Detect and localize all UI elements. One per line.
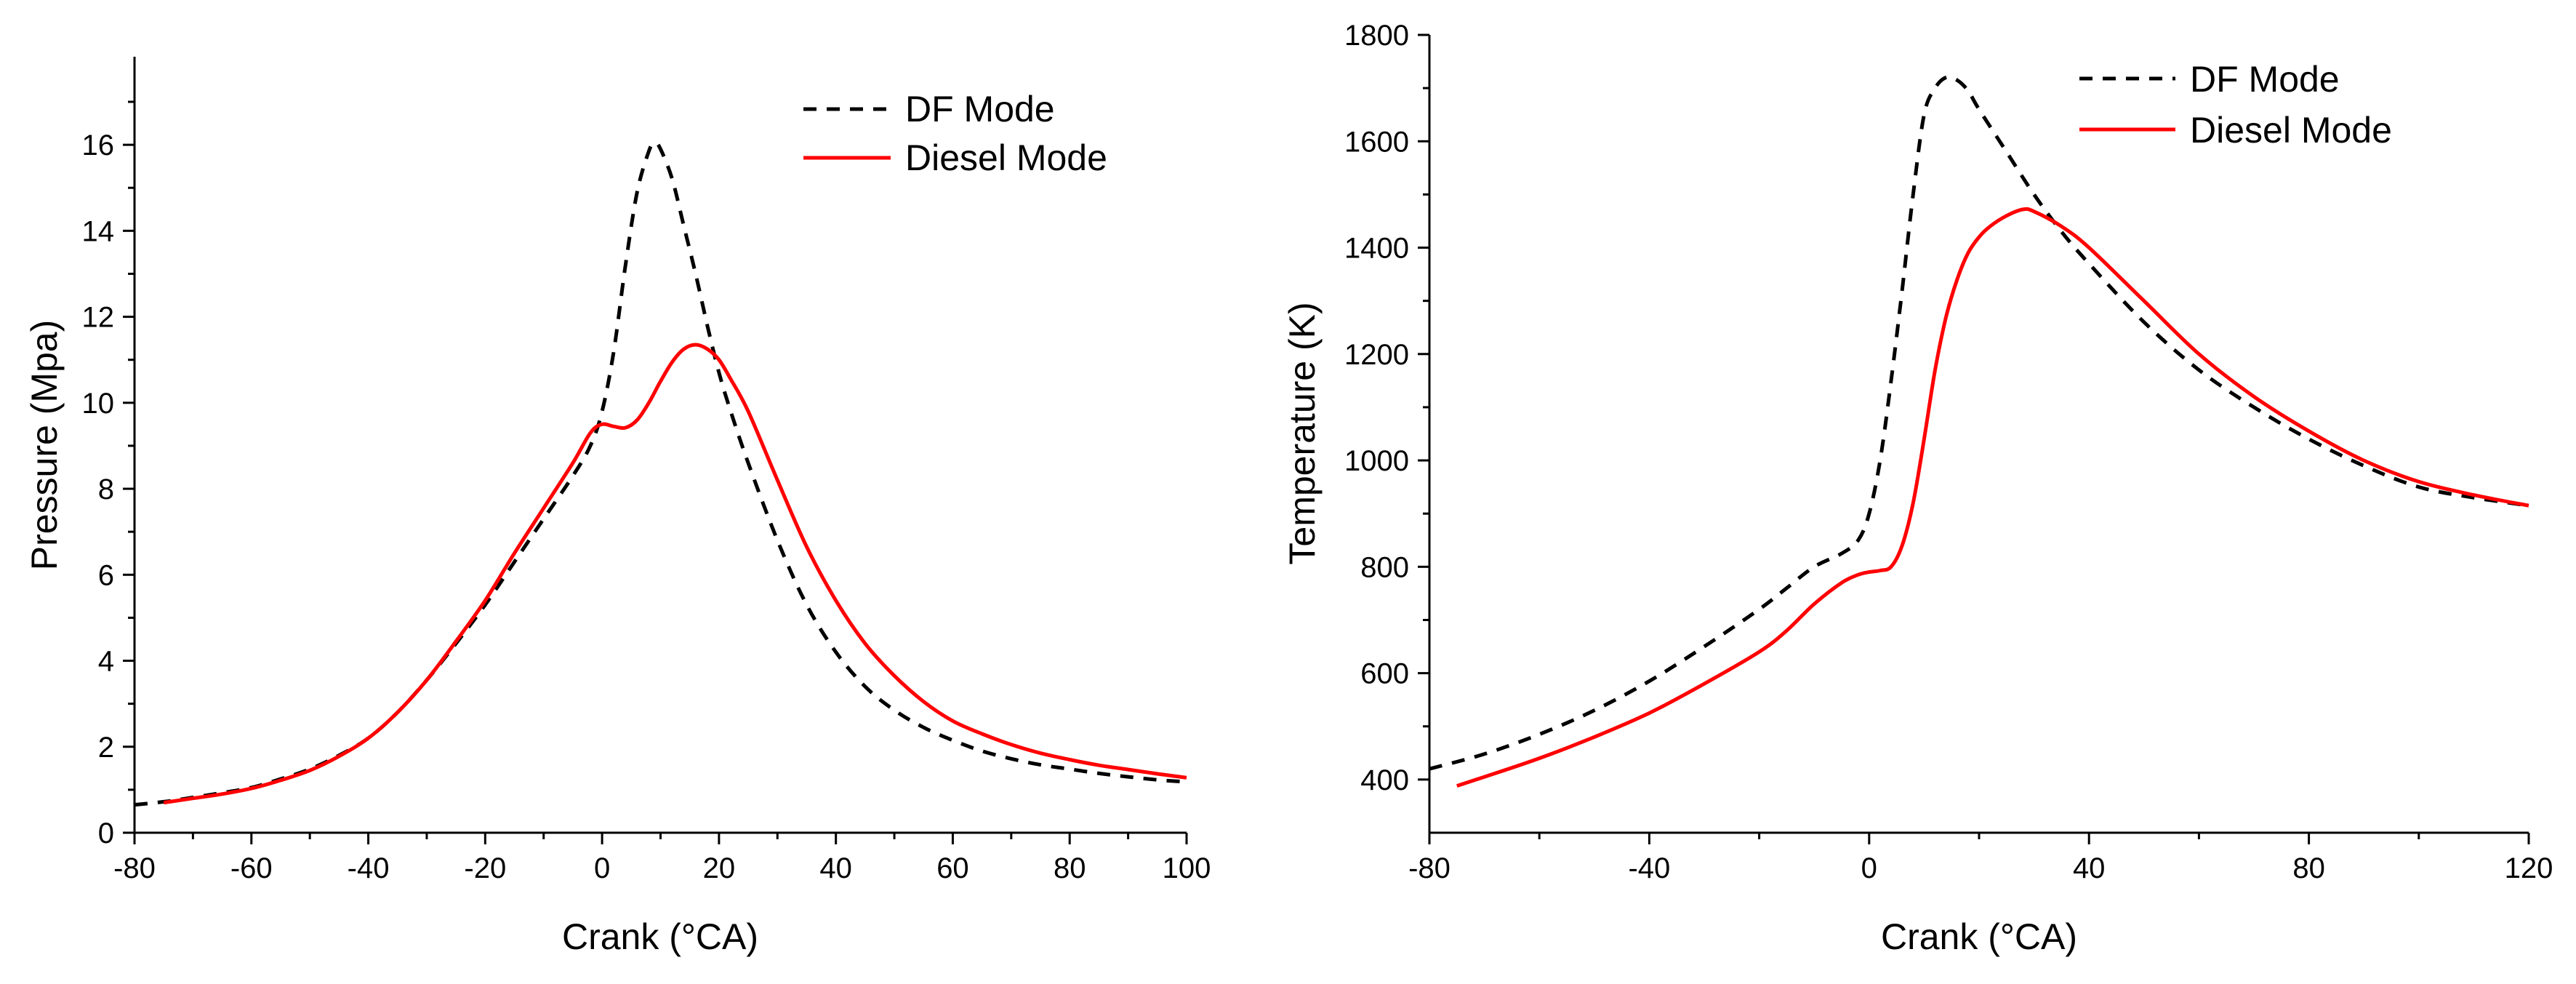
temperature-x-axis-title: Crank (°CA) <box>1881 916 2077 957</box>
pressure-series-df-mode-line <box>134 140 1187 807</box>
pressure-y-tick-label: 10 <box>82 388 115 420</box>
pressure-x-tick-label: 0 <box>594 852 610 884</box>
pressure-x-axis-title: Crank (°CA) <box>562 916 758 957</box>
pressure-x-tick-label: -80 <box>113 852 156 884</box>
temperature-x-tick-label: 40 <box>2073 852 2106 884</box>
pressure-x-tick-label: 100 <box>1163 852 1211 884</box>
temperature-y-tick-label: 800 <box>1360 551 1409 583</box>
pressure-y-tick-label: 2 <box>98 732 114 764</box>
pressure-legend-df-label: DF Mode <box>905 89 1055 129</box>
temperature-x-tick-label: 80 <box>2292 852 2325 884</box>
temperature-legend-df-label: DF Mode <box>2190 59 2340 100</box>
pressure-y-tick-label: 14 <box>82 215 115 247</box>
temperature-tick-labels: -80 -40 0 40 80 120 400 600 800 1000 1200 1400 1600 1… <box>1344 20 2553 884</box>
pressure-x-tick-label: 40 <box>819 852 852 884</box>
temperature-legend-diesel-label: Diesel Mode <box>2190 110 2392 151</box>
temperature-y-tick-label: 1600 <box>1344 126 1409 158</box>
temperature-series-diesel-mode-line <box>1456 207 2529 788</box>
pressure-y-tick-label: 16 <box>82 129 115 161</box>
temperature-y-axis-title: Temperature (K) <box>1282 302 1323 564</box>
temperature-plot-lines <box>1429 75 2529 788</box>
temperature-series-df-mode-line <box>1429 75 2529 771</box>
pressure-x-tick-label: -60 <box>230 852 273 884</box>
pressure-y-tick-label: 12 <box>82 302 115 334</box>
pressure-y-tick-label: 8 <box>98 473 114 505</box>
pressure-chart: -80 -60 -40 -20 0 20 40 60 80 100 0 2 4 6 8 10 12 14 16 Cr… <box>24 57 1211 957</box>
pressure-x-tick-label: -40 <box>348 852 390 884</box>
pressure-y-tick-label: 0 <box>98 817 114 849</box>
temperature-ticks <box>1418 33 2530 844</box>
pressure-x-tick-label: 60 <box>936 852 969 884</box>
pressure-legend: DF Mode Diesel Mode <box>803 89 1107 178</box>
temperature-legend: DF Mode Diesel Mode <box>2079 59 2392 151</box>
temperature-y-tick-label: 1800 <box>1344 20 1409 52</box>
temperature-x-tick-label: 0 <box>1861 852 1877 884</box>
pressure-y-axis-title: Pressure (Mpa) <box>24 320 65 571</box>
pressure-x-tick-label: 20 <box>703 852 736 884</box>
temperature-y-tick-label: 400 <box>1360 764 1409 796</box>
pressure-y-tick-label: 6 <box>98 559 114 591</box>
pressure-legend-diesel-label: Diesel Mode <box>905 137 1107 178</box>
pressure-plot-lines <box>134 140 1187 807</box>
temperature-x-tick-label: -80 <box>1408 852 1450 884</box>
temperature-y-tick-label: 600 <box>1360 658 1409 690</box>
pressure-ticks <box>123 100 1188 844</box>
temperature-x-tick-label: -40 <box>1628 852 1670 884</box>
temperature-y-tick-label: 1200 <box>1344 339 1409 371</box>
pressure-series-diesel-mode-line <box>163 343 1187 805</box>
temperature-chart: -80 -40 0 40 80 120 400 600 800 1000 1200 1400 1600 1… <box>1282 20 2553 957</box>
pressure-x-tick-label: -20 <box>464 852 506 884</box>
temperature-x-tick-label: 120 <box>2505 852 2553 884</box>
pressure-x-tick-label: 80 <box>1054 852 1086 884</box>
temperature-y-tick-label: 1000 <box>1344 445 1409 477</box>
temperature-y-tick-label: 1400 <box>1344 233 1409 265</box>
pressure-tick-labels: -80 -60 -40 -20 0 20 40 60 80 100 0 2 4 6 8 10 12 14 16 <box>82 129 1211 884</box>
pressure-y-tick-label: 4 <box>98 646 114 678</box>
